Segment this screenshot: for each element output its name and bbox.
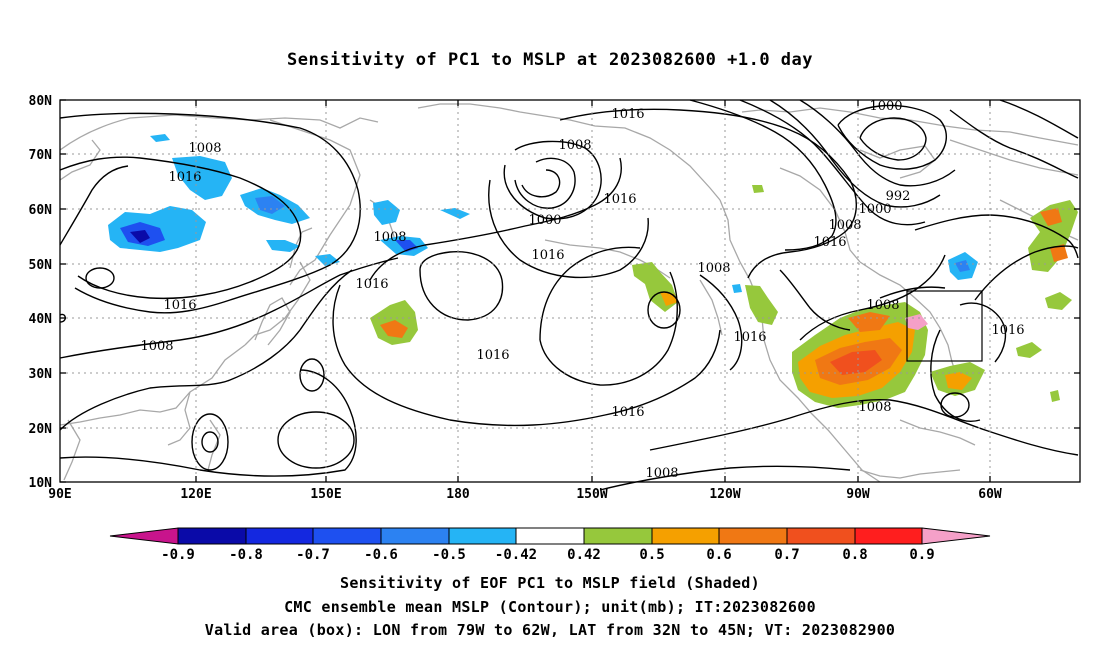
contour-label: 1016 (355, 277, 388, 292)
contour-label: 1008 (140, 339, 173, 354)
contour-label: 1008 (558, 138, 591, 153)
lon-label: 150W (576, 487, 607, 502)
colorbar-swatch (583, 527, 653, 545)
contour-label: 1016 (813, 235, 846, 250)
contour-label: 1016 (531, 248, 564, 263)
colorbar-swatch (312, 527, 382, 545)
contour-label: 1016 (991, 323, 1024, 338)
colorbar-label: 0.7 (774, 547, 799, 563)
contour-label: 1016 (476, 348, 509, 363)
lat-label: 40N (29, 312, 53, 327)
contour-labels: 1016 1000 1008 1008 1016 1016 992 1000 1… (140, 99, 1024, 481)
lon-label: 60W (978, 487, 1002, 502)
latitude-labels: 80N 70N 60N 50N 40N 30N 20N 10N (29, 94, 53, 491)
colorbar-label: -0.7 (296, 547, 330, 563)
lon-label: 120W (709, 487, 740, 502)
lon-label: 90E (48, 487, 71, 502)
contour-label: 1008 (697, 261, 730, 276)
longitude-labels: 90E 120E 150E 180 150W 120W 90W 60W (48, 487, 1002, 502)
caption-valid-area: Valid area (box): LON from 79W to 62W, L… (204, 621, 896, 639)
colorbar-swatch (245, 527, 314, 545)
colorbar-label: -0.42 (495, 547, 537, 563)
colorbar-label: 0.42 (567, 547, 601, 563)
contour-label: 1008 (645, 466, 678, 481)
lon-label: 90W (846, 487, 870, 502)
colorbar-swatch (380, 527, 450, 545)
caption-shading: Sensitivity of EOF PC1 to MSLP field (Sh… (340, 574, 760, 592)
colorbar-label: 0.8 (842, 547, 867, 563)
contour-label: 1016 (603, 192, 636, 207)
contour-label: 1016 (163, 298, 196, 313)
colorbar: -0.9 -0.8 -0.7 -0.6 -0.5 -0.42 0.42 0.5 … (109, 527, 991, 563)
contour-label: 1008 (828, 218, 861, 233)
colorbar-swatch (786, 527, 856, 545)
contour-label: 1016 (611, 107, 644, 122)
colorbar-swatch (448, 527, 517, 545)
lon-label: 120E (180, 487, 211, 502)
sensitivity-shading (108, 134, 1078, 408)
colorbar-swatch (718, 527, 788, 545)
caption-contour: CMC ensemble mean MSLP (Contour); unit(m… (284, 598, 816, 616)
contour-label: 1016 (168, 170, 201, 185)
contour-label: 1000 (858, 202, 891, 217)
colorbar-label: -0.5 (432, 547, 466, 563)
colorbar-label: -0.9 (161, 547, 195, 563)
lon-label: 180 (446, 487, 470, 502)
contour-label: 1008 (188, 141, 221, 156)
colorbar-label: -0.8 (229, 547, 263, 563)
contour-label: 1008 (858, 400, 891, 415)
lat-label: 10N (29, 476, 53, 491)
contour-label: 1016 (733, 330, 766, 345)
lat-label: 30N (29, 367, 53, 382)
valid-area-box (906, 290, 983, 362)
colorbar-swatch (177, 527, 247, 545)
contour-label: 992 (886, 189, 911, 204)
lat-label: 20N (29, 422, 53, 437)
page-title: Sensitivity of PC1 to MSLP at 2023082600… (286, 50, 813, 70)
lon-label: 150E (310, 487, 341, 502)
colorbar-label: -0.6 (364, 547, 398, 563)
colorbar-label: 0.5 (639, 547, 664, 563)
mslp-contours (59, 99, 1079, 491)
contour-label: 1016 (611, 405, 644, 420)
colorbar-max-triangle (921, 527, 991, 545)
colorbar-min-triangle (109, 527, 179, 545)
colorbar-label: 0.6 (706, 547, 731, 563)
graticule (60, 100, 1080, 482)
contour-label: 1000 (869, 99, 902, 114)
negative-sensitivity-areas (108, 134, 978, 293)
colorbar-swatch (854, 527, 923, 545)
positive-sensitivity-areas (370, 185, 1078, 408)
colorbar-swatch (515, 527, 585, 545)
contour-label: 1000 (528, 213, 561, 228)
lat-label: 70N (29, 148, 53, 163)
lat-label: 80N (29, 94, 53, 109)
contour-label: 1008 (866, 298, 899, 313)
lat-label: 60N (29, 203, 53, 218)
map-frame (59, 99, 1081, 483)
contour-label: 1008 (373, 230, 406, 245)
colorbar-label: 0.9 (909, 547, 934, 563)
colorbar-swatch (651, 527, 720, 545)
lat-label: 50N (29, 258, 53, 273)
